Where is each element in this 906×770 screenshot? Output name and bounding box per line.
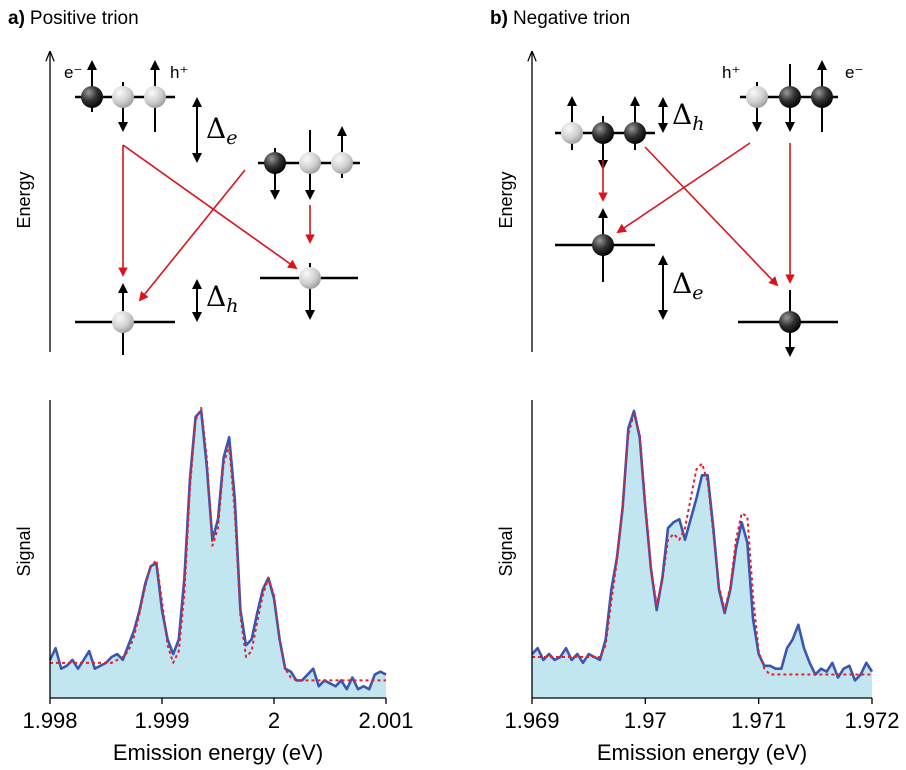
x-axis-label: Emission energy (eV) [113,740,323,765]
delta: Δ [206,112,226,145]
hole [331,152,353,174]
delta: Δ [672,267,692,300]
carrier-label: e⁻ [64,63,82,82]
x-tick-label: 2.001 [358,708,413,733]
electron [592,234,614,256]
hole [144,86,166,108]
electron [779,311,801,333]
hole [112,311,134,333]
panel-label: b) [490,8,508,29]
y-axis-label: Signal [14,526,34,576]
subscript: h [692,113,704,135]
level-diagram: e⁻ h⁺ Δe Δh [64,60,360,355]
energy-label: Energy [496,171,516,228]
panel-label: a) [8,8,25,29]
transition-arrow [644,146,779,287]
transition-arrow [138,169,246,302]
electron [624,122,646,144]
electron [264,152,286,174]
subscript: e [226,127,237,149]
hole [299,152,321,174]
subscript: h [226,295,238,317]
panel-title: b) Negative trion [490,8,630,29]
energy-label: Energy [14,171,34,228]
carrier-label: h⁺ [722,63,740,82]
hole [561,122,583,144]
carrier-label: h⁺ [170,63,188,82]
y-axis-label: Signal [496,526,516,576]
x-axis-label: Emission energy (eV) [597,740,807,765]
level-diagram: h⁺ e⁻ Δh Δe [555,60,863,357]
delta: Δ [206,280,226,313]
transition-arrow [122,144,298,270]
panel-title-text: Negative trion [513,8,630,29]
x-tick-label: 1.97 [624,708,667,733]
x-tick-label: 1.998 [22,708,77,733]
hole [112,86,134,108]
subscript: e [692,282,703,304]
x-tick-label: 1.971 [731,708,786,733]
x-tick-label: 1.969 [504,708,559,733]
electron [81,86,103,108]
delta: Δ [672,98,692,131]
panel-title: a) Positive trion [8,8,139,29]
electron [779,86,801,108]
splitting-label: Δe [672,267,703,304]
splitting-label: Δh [672,98,704,135]
panel-title-text: Positive trion [30,8,139,29]
hole [299,267,321,289]
fit-line [50,406,386,682]
splitting-label: Δe [206,112,237,149]
splitting-label: Δh [206,280,238,317]
hole [746,86,768,108]
signal-area [50,410,386,698]
electron [592,122,614,144]
carrier-label: e⁻ [845,63,863,82]
x-tick-label: 1.972 [844,708,899,733]
fit-line [532,412,872,676]
x-tick-label: 2 [268,708,280,733]
electron [811,86,833,108]
x-tick-label: 1.999 [134,708,189,733]
signal-area [532,410,872,698]
